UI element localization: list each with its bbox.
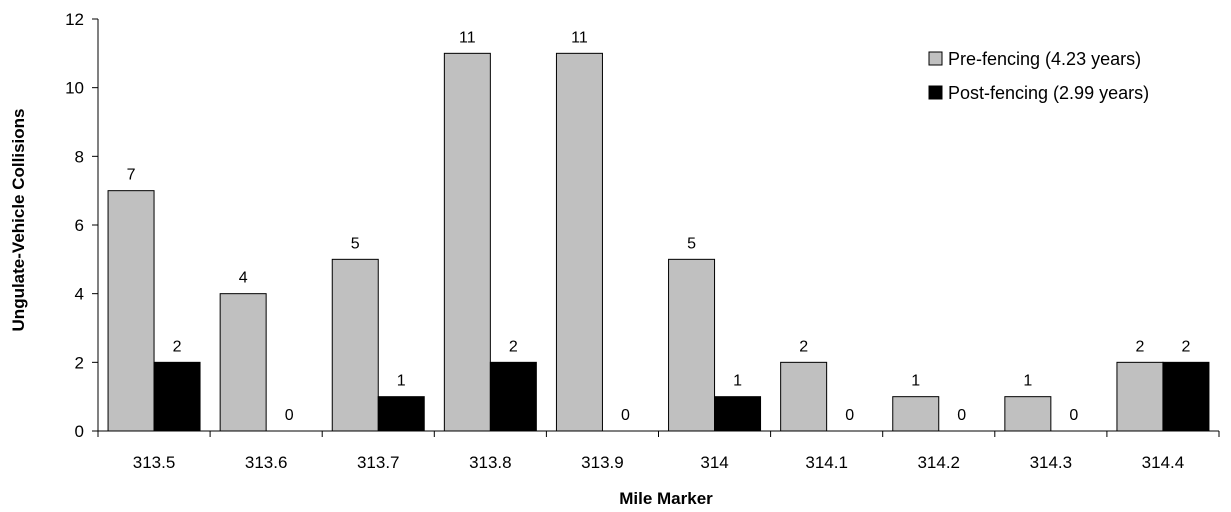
x-tick-label: 313.5 <box>133 453 176 472</box>
data-label: 0 <box>957 407 966 424</box>
y-tick-label: 0 <box>75 422 84 441</box>
legend-swatch <box>928 51 943 66</box>
data-label: 2 <box>173 338 182 355</box>
x-tick-label: 313.9 <box>581 453 624 472</box>
data-label: 7 <box>127 167 136 184</box>
data-label: 11 <box>571 29 588 46</box>
x-tick-label: 314.4 <box>1142 453 1185 472</box>
y-axis-title: Ungulate-Vehicle Collisions <box>9 109 28 332</box>
bar-pre <box>892 396 940 432</box>
bar-pre <box>1116 361 1164 432</box>
data-label: 2 <box>1135 338 1144 355</box>
x-tick-label: 313.8 <box>469 453 512 472</box>
bar-pre <box>219 293 267 432</box>
data-label: 0 <box>621 407 630 424</box>
data-label: 11 <box>459 29 476 46</box>
bar-pre <box>443 52 491 432</box>
data-label: 0 <box>845 407 854 424</box>
data-label: 1 <box>733 373 742 390</box>
bar-pre <box>780 361 828 432</box>
data-label: 1 <box>911 373 920 390</box>
y-tick-label: 4 <box>75 285 84 304</box>
bar-post <box>489 361 537 432</box>
x-tick-label: 314.1 <box>805 453 848 472</box>
x-tick-label: 313.6 <box>245 453 288 472</box>
bar-post <box>714 396 762 432</box>
data-label: 4 <box>239 270 248 287</box>
bar-pre <box>331 258 379 432</box>
x-tick-label: 313.7 <box>357 453 400 472</box>
legend-swatch <box>928 85 943 100</box>
data-label: 2 <box>1181 338 1190 355</box>
data-label: 5 <box>351 235 360 252</box>
plot-area: 02468101272313.540313.651313.7112313.811… <box>65 10 1220 472</box>
x-tick-label: 314 <box>700 453 728 472</box>
legend: Pre-fencing (4.23 years) Post-fencing (2.… <box>928 49 1149 103</box>
data-label: 0 <box>1069 407 1078 424</box>
y-tick-label: 12 <box>65 10 84 29</box>
bar-pre <box>555 52 603 432</box>
y-tick-label: 8 <box>75 147 84 166</box>
bar-post <box>377 396 425 432</box>
data-label: 2 <box>799 338 808 355</box>
data-label: 5 <box>687 235 696 252</box>
data-label: 1 <box>1023 373 1032 390</box>
legend-label: Post-fencing (2.99 years) <box>948 83 1149 103</box>
legend-label: Pre-fencing (4.23 years) <box>948 49 1141 69</box>
data-label: 2 <box>509 338 518 355</box>
bar-pre <box>107 190 155 432</box>
y-tick-label: 2 <box>75 353 84 372</box>
bar-pre <box>668 258 716 432</box>
y-tick-label: 10 <box>65 79 84 98</box>
bar-post <box>153 361 201 432</box>
x-tick-label: 314.2 <box>917 453 960 472</box>
data-label: 1 <box>397 373 406 390</box>
x-tick-label: 314.3 <box>1030 453 1073 472</box>
bar-pre <box>1004 396 1052 432</box>
bar-post <box>1162 361 1210 432</box>
y-tick-label: 6 <box>75 216 84 235</box>
x-axis-title: Mile Marker <box>619 489 713 508</box>
data-label: 0 <box>285 407 294 424</box>
